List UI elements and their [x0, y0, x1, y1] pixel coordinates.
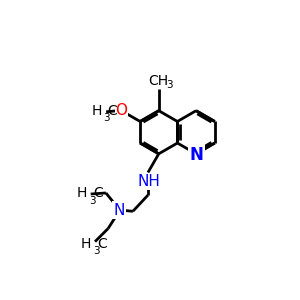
- Text: H: H: [81, 237, 91, 251]
- Text: C: C: [107, 104, 117, 118]
- Text: 3: 3: [103, 113, 110, 123]
- Text: 3: 3: [167, 80, 173, 90]
- Text: 3: 3: [94, 246, 100, 256]
- Text: C: C: [93, 186, 103, 200]
- Text: O: O: [116, 103, 128, 118]
- Text: N: N: [190, 146, 204, 164]
- Text: NH: NH: [137, 174, 160, 189]
- Text: N: N: [113, 203, 124, 218]
- Text: C: C: [97, 237, 107, 251]
- Text: H: H: [91, 104, 101, 118]
- Text: H: H: [76, 186, 87, 200]
- Text: 3: 3: [89, 196, 96, 206]
- Text: CH: CH: [149, 74, 169, 88]
